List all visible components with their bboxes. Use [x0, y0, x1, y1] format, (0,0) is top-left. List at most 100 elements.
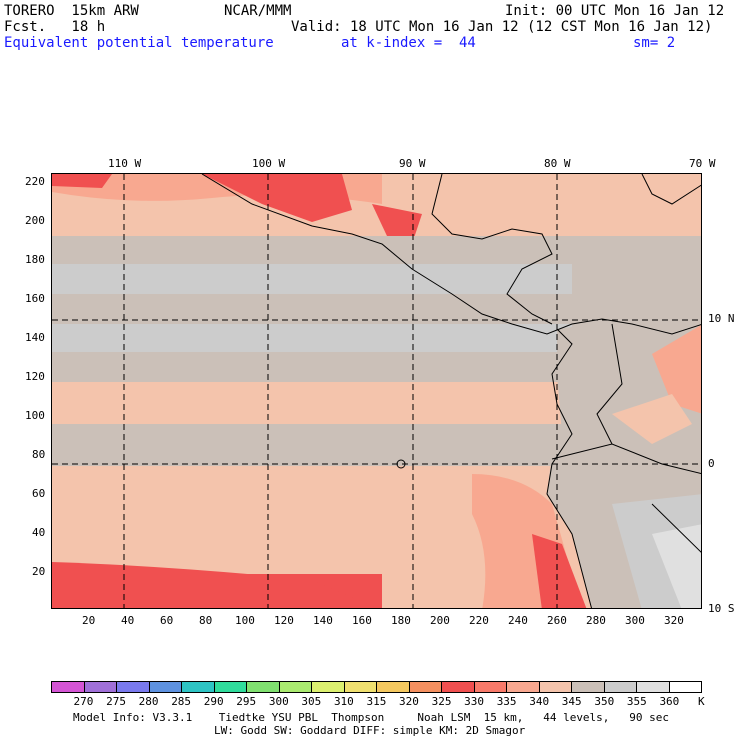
x-tick: 40	[121, 614, 135, 627]
y-tick: 80	[32, 448, 46, 461]
colorbar-swatch	[572, 682, 605, 692]
map-panel	[51, 173, 702, 609]
shading-light-andes	[652, 524, 701, 608]
x-tick: 100	[235, 614, 255, 627]
y-tick: 100	[25, 409, 45, 422]
colorbar-swatch	[604, 682, 637, 692]
colorbar-label: 345	[561, 695, 582, 708]
colorbar-label: 305	[301, 695, 322, 708]
shading-band	[52, 294, 572, 324]
lon-label-70w: 70 W	[689, 157, 716, 170]
colorbar-label: 355	[626, 695, 647, 708]
lon-label-80w: 80 W	[544, 157, 571, 170]
shading-grey-2	[52, 324, 572, 352]
x-tick: 260	[547, 614, 567, 627]
shading-hot-peru	[532, 534, 587, 608]
border-colombia	[596, 323, 623, 445]
shading-band	[52, 424, 572, 466]
smoothing-label: sm= 2	[633, 35, 676, 51]
border-peru-brazil	[651, 503, 701, 553]
x-tick: 60	[160, 614, 174, 627]
x-tick: 240	[508, 614, 528, 627]
colorbar-swatch	[182, 682, 215, 692]
x-tick: 200	[430, 614, 450, 627]
x-tick: 300	[625, 614, 645, 627]
colorbar-label: 360	[659, 695, 680, 708]
map-plot	[52, 174, 701, 608]
y-tick: 140	[25, 331, 45, 344]
coastline-caribbean	[431, 174, 553, 325]
colorbar-swatch	[507, 682, 540, 692]
lon-label-100w: 100 W	[252, 157, 286, 170]
colorbar-label: 290	[203, 695, 224, 708]
model-info-line1: Model Info: V3.3.1 Tiedtke YSU PBL Thomp…	[73, 711, 670, 724]
lat-label-10n: 10 N	[708, 312, 735, 325]
colorbar-label: 335	[496, 695, 517, 708]
x-tick: 160	[352, 614, 372, 627]
coastline-south-america	[546, 328, 592, 608]
colorbar-swatch	[84, 682, 117, 692]
x-tick: 220	[469, 614, 489, 627]
colorbar-label: 340	[529, 695, 550, 708]
y-tick: 160	[25, 292, 45, 305]
colorbar-swatch	[409, 682, 442, 692]
y-tick: 60	[32, 487, 46, 500]
init-time: Init: 00 UTC Mon 16 Jan 12	[505, 3, 725, 19]
y-tick: 200	[25, 214, 45, 227]
colorbar-swatch	[344, 682, 377, 692]
y-tick: 20	[32, 565, 46, 578]
colorbar	[51, 681, 702, 693]
model-title: TORERO 15km ARW	[4, 3, 139, 19]
colorbar-swatch	[312, 682, 345, 692]
x-tick: 320	[664, 614, 684, 627]
colorbar-label: 350	[594, 695, 615, 708]
colorbar-swatch	[377, 682, 410, 692]
y-tick: 180	[25, 253, 45, 266]
lon-label-110w: 110 W	[108, 157, 142, 170]
lon-label-90w: 90 W	[399, 157, 426, 170]
shading-band-amazon	[612, 394, 692, 444]
shading-band	[52, 352, 572, 382]
colorbar-swatch	[279, 682, 312, 692]
border-ecuador-peru	[551, 443, 701, 475]
colorbar-swatch	[637, 682, 670, 692]
colorbar-swatch	[117, 682, 150, 692]
colorbar-label: 315	[366, 695, 387, 708]
shading-band-mid	[52, 382, 572, 424]
x-tick: 80	[199, 614, 213, 627]
y-tick: 40	[32, 526, 46, 539]
center-label: NCAR/MMM	[224, 3, 292, 19]
colorbar-swatch	[474, 682, 507, 692]
x-tick: 120	[274, 614, 294, 627]
colorbar-label: 275	[106, 695, 126, 708]
colorbar-swatch	[214, 682, 247, 692]
colorbar-swatch	[442, 682, 475, 692]
lat-label-0: 0	[708, 457, 715, 470]
colorbar-swatch	[149, 682, 182, 692]
model-info-line2: LW: Godd SW: Goddard DIFF: simple KM: 2D…	[214, 724, 526, 737]
shading-hot-south-edge	[52, 562, 378, 608]
shading-warm-venezuela	[652, 325, 701, 414]
colorbar-label: 310	[333, 695, 354, 708]
shading-hot-mexico	[202, 174, 352, 222]
coastline-pacific	[201, 174, 701, 335]
colorbar-swatch	[539, 682, 572, 692]
x-tick: 280	[586, 614, 606, 627]
colorbar-label: 320	[399, 695, 419, 708]
shading-hot-nw	[52, 174, 112, 188]
colorbar-label: 295	[236, 695, 257, 708]
valid-time: Valid: 18 UTC Mon 16 Jan 12 (12 CST Mon …	[291, 19, 713, 35]
forecast-hour: Fcst. 18 h	[4, 19, 106, 35]
coastline-cuba	[641, 174, 701, 205]
y-tick: 120	[25, 370, 45, 383]
colorbar-label: 285	[171, 695, 192, 708]
x-tick: 180	[391, 614, 411, 627]
colorbar-swatch	[669, 682, 701, 692]
x-tick: 20	[82, 614, 96, 627]
colorbar-label: 270	[73, 695, 94, 708]
shading-grey-1	[52, 264, 572, 294]
lat-label-10s: 10 S	[708, 602, 735, 615]
shading-band	[52, 236, 701, 264]
colorbar-swatch	[247, 682, 280, 692]
colorbar-unit: K	[698, 695, 705, 708]
